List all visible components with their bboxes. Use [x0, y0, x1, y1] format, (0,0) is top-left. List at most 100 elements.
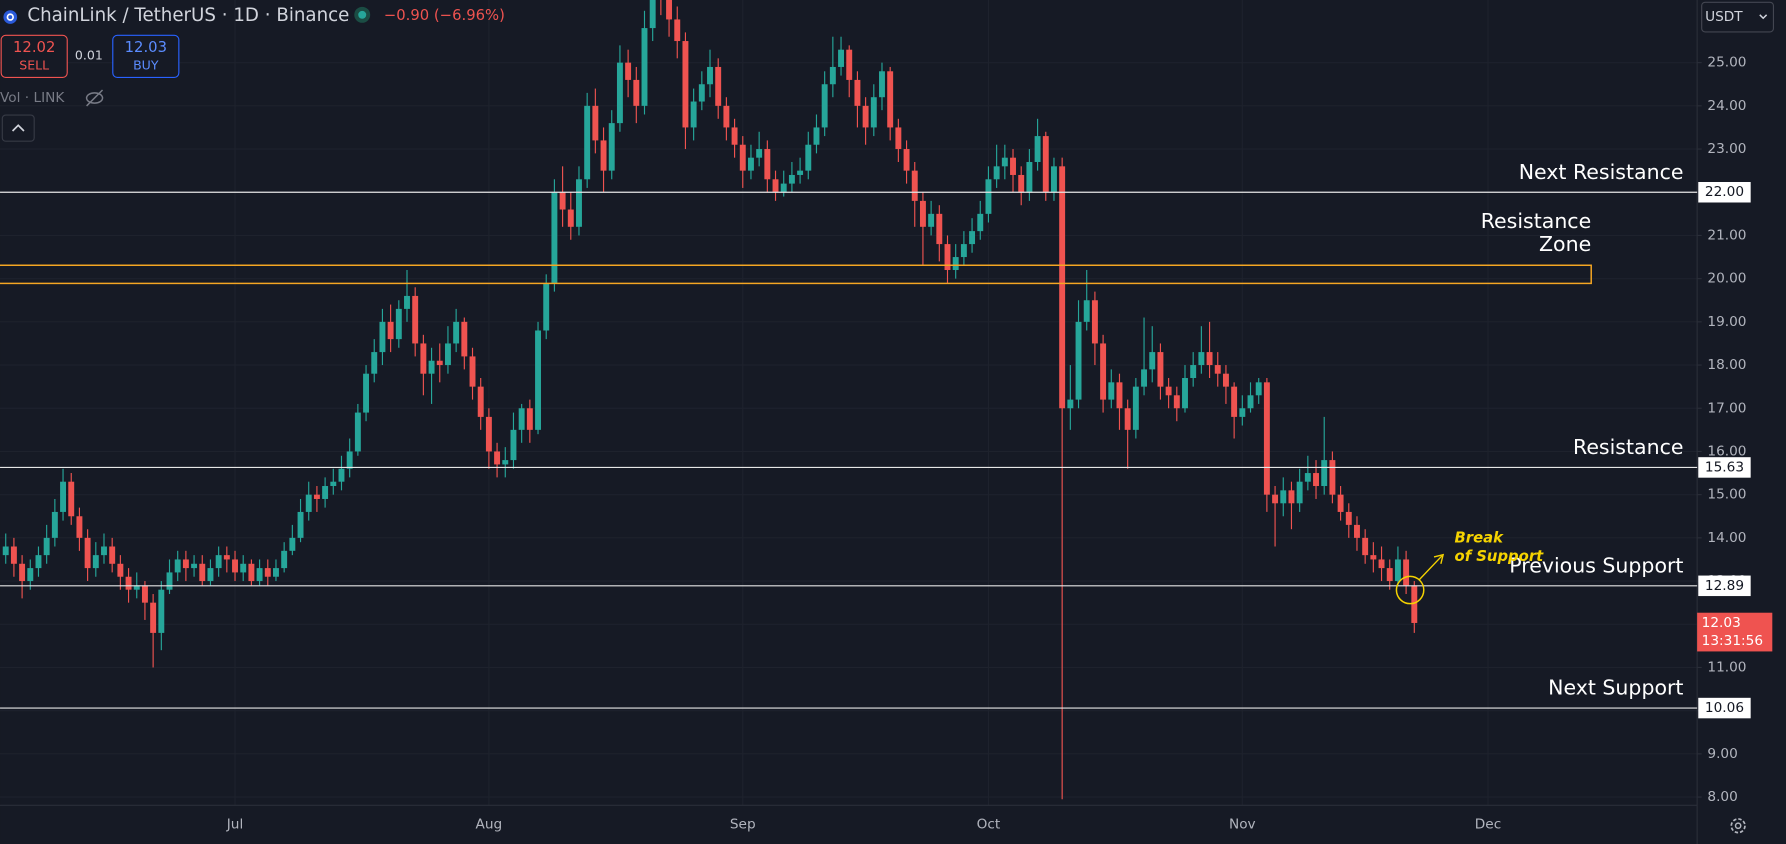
candle-body — [109, 546, 116, 564]
candle-body — [739, 144, 746, 171]
candle-body — [1247, 395, 1254, 409]
candle-body — [1206, 352, 1213, 366]
candle-body — [1354, 524, 1360, 538]
candle-body — [1370, 555, 1377, 560]
level-label: Resistance — [1573, 435, 1683, 459]
settings-button[interactable] — [1730, 818, 1746, 834]
candle-body — [1263, 382, 1270, 495]
sell-label[interactable]: SELL — [19, 58, 49, 73]
candle-body — [1222, 373, 1229, 387]
candle-body — [1059, 166, 1066, 409]
candle-body — [829, 66, 836, 85]
annotation-label: of Support — [1455, 548, 1545, 565]
candle-body — [84, 537, 91, 569]
y-tick-label: 24.00 — [1707, 98, 1746, 114]
candle-body — [854, 79, 861, 106]
candle-body — [1026, 162, 1033, 193]
x-tick-label: Oct — [977, 817, 1001, 833]
candle-body — [256, 568, 263, 582]
x-tick-label: Sep — [730, 817, 756, 833]
buy-price[interactable]: 12.03 — [125, 39, 167, 56]
candle-body — [707, 66, 713, 85]
spread: 0.01 — [75, 47, 103, 62]
annotation-label: Break — [1455, 530, 1505, 547]
eye-icon[interactable] — [86, 89, 104, 107]
gear-icon[interactable] — [1734, 822, 1742, 830]
eye-icon[interactable] — [85, 92, 104, 104]
candle-body — [1239, 408, 1246, 417]
candle-body — [404, 295, 410, 309]
candle-body — [215, 555, 222, 569]
caret-icon[interactable] — [11, 124, 25, 132]
buy-label[interactable]: BUY — [133, 58, 159, 73]
candle-body — [158, 589, 165, 633]
candle-body — [428, 360, 435, 374]
candle-body — [919, 200, 926, 227]
buy-button[interactable]: 12.03 BUY — [112, 34, 180, 79]
candle-body — [756, 149, 763, 158]
candle-body — [510, 429, 517, 461]
candle-body — [133, 585, 140, 590]
y-tick-label: 20.00 — [1707, 271, 1746, 287]
annotation-circle — [1395, 575, 1425, 605]
candle-body — [1051, 166, 1057, 193]
candle-body — [674, 19, 681, 42]
candle-body — [1165, 386, 1172, 396]
candle-body — [1296, 481, 1303, 504]
candle-body — [1214, 365, 1221, 374]
candle-body — [191, 563, 198, 569]
collapse-box[interactable] — [1, 114, 35, 142]
hide-volume[interactable] — [85, 89, 104, 107]
candle-body — [1108, 382, 1115, 400]
plot-area — [2, 0, 1418, 800]
candle-body — [1304, 473, 1311, 482]
candle-body — [911, 170, 918, 201]
candle-body — [772, 179, 779, 193]
candle-body — [1329, 460, 1336, 495]
candle-body — [764, 149, 771, 180]
collapse-button[interactable] — [1, 114, 35, 142]
candle-body — [68, 481, 75, 517]
candle-body — [862, 105, 869, 128]
candle-body — [35, 555, 42, 569]
candle-body — [821, 84, 828, 128]
candle-body — [690, 101, 697, 128]
candle-body — [551, 192, 558, 283]
candle-body — [1403, 559, 1410, 586]
gear-icon[interactable] — [1730, 818, 1746, 834]
buy-box[interactable] — [112, 34, 180, 79]
sell-price[interactable]: 12.02 — [13, 39, 55, 56]
candle-body — [150, 602, 157, 633]
currency-dropdown[interactable]: USDT — [1701, 1, 1775, 33]
level-tag — [1698, 181, 1751, 203]
candle-body — [444, 343, 451, 366]
dropdown-icon[interactable] — [1759, 14, 1768, 20]
currency[interactable]: USDT — [1705, 9, 1743, 25]
candle-body — [305, 494, 312, 512]
candle-body — [731, 127, 738, 145]
candle-body — [92, 555, 99, 569]
annotation-arrow — [1418, 555, 1443, 581]
sell-box[interactable] — [0, 34, 68, 79]
candle-body — [1231, 386, 1238, 417]
candle-body — [281, 550, 288, 569]
candle-body — [1198, 352, 1205, 366]
candle-body — [1321, 460, 1328, 487]
sell-button[interactable]: 12.02 SELL — [0, 34, 68, 79]
symbol-logo — [3, 10, 18, 24]
y-tick-label: 19.00 — [1707, 314, 1746, 330]
candle-body — [76, 516, 83, 538]
candle-body — [903, 149, 910, 171]
candle-body — [264, 568, 271, 577]
candle-body — [1075, 321, 1082, 400]
y-tick-label: 17.00 — [1707, 400, 1746, 416]
currency-box[interactable] — [1701, 1, 1775, 33]
candle-body — [502, 460, 509, 465]
candle-body — [747, 157, 754, 171]
price-change: −0.90 (−6.96%) — [384, 7, 505, 24]
candle-body — [354, 412, 361, 452]
candle-body — [559, 192, 566, 210]
level-tag — [1698, 697, 1751, 719]
candle-body — [1272, 494, 1279, 504]
